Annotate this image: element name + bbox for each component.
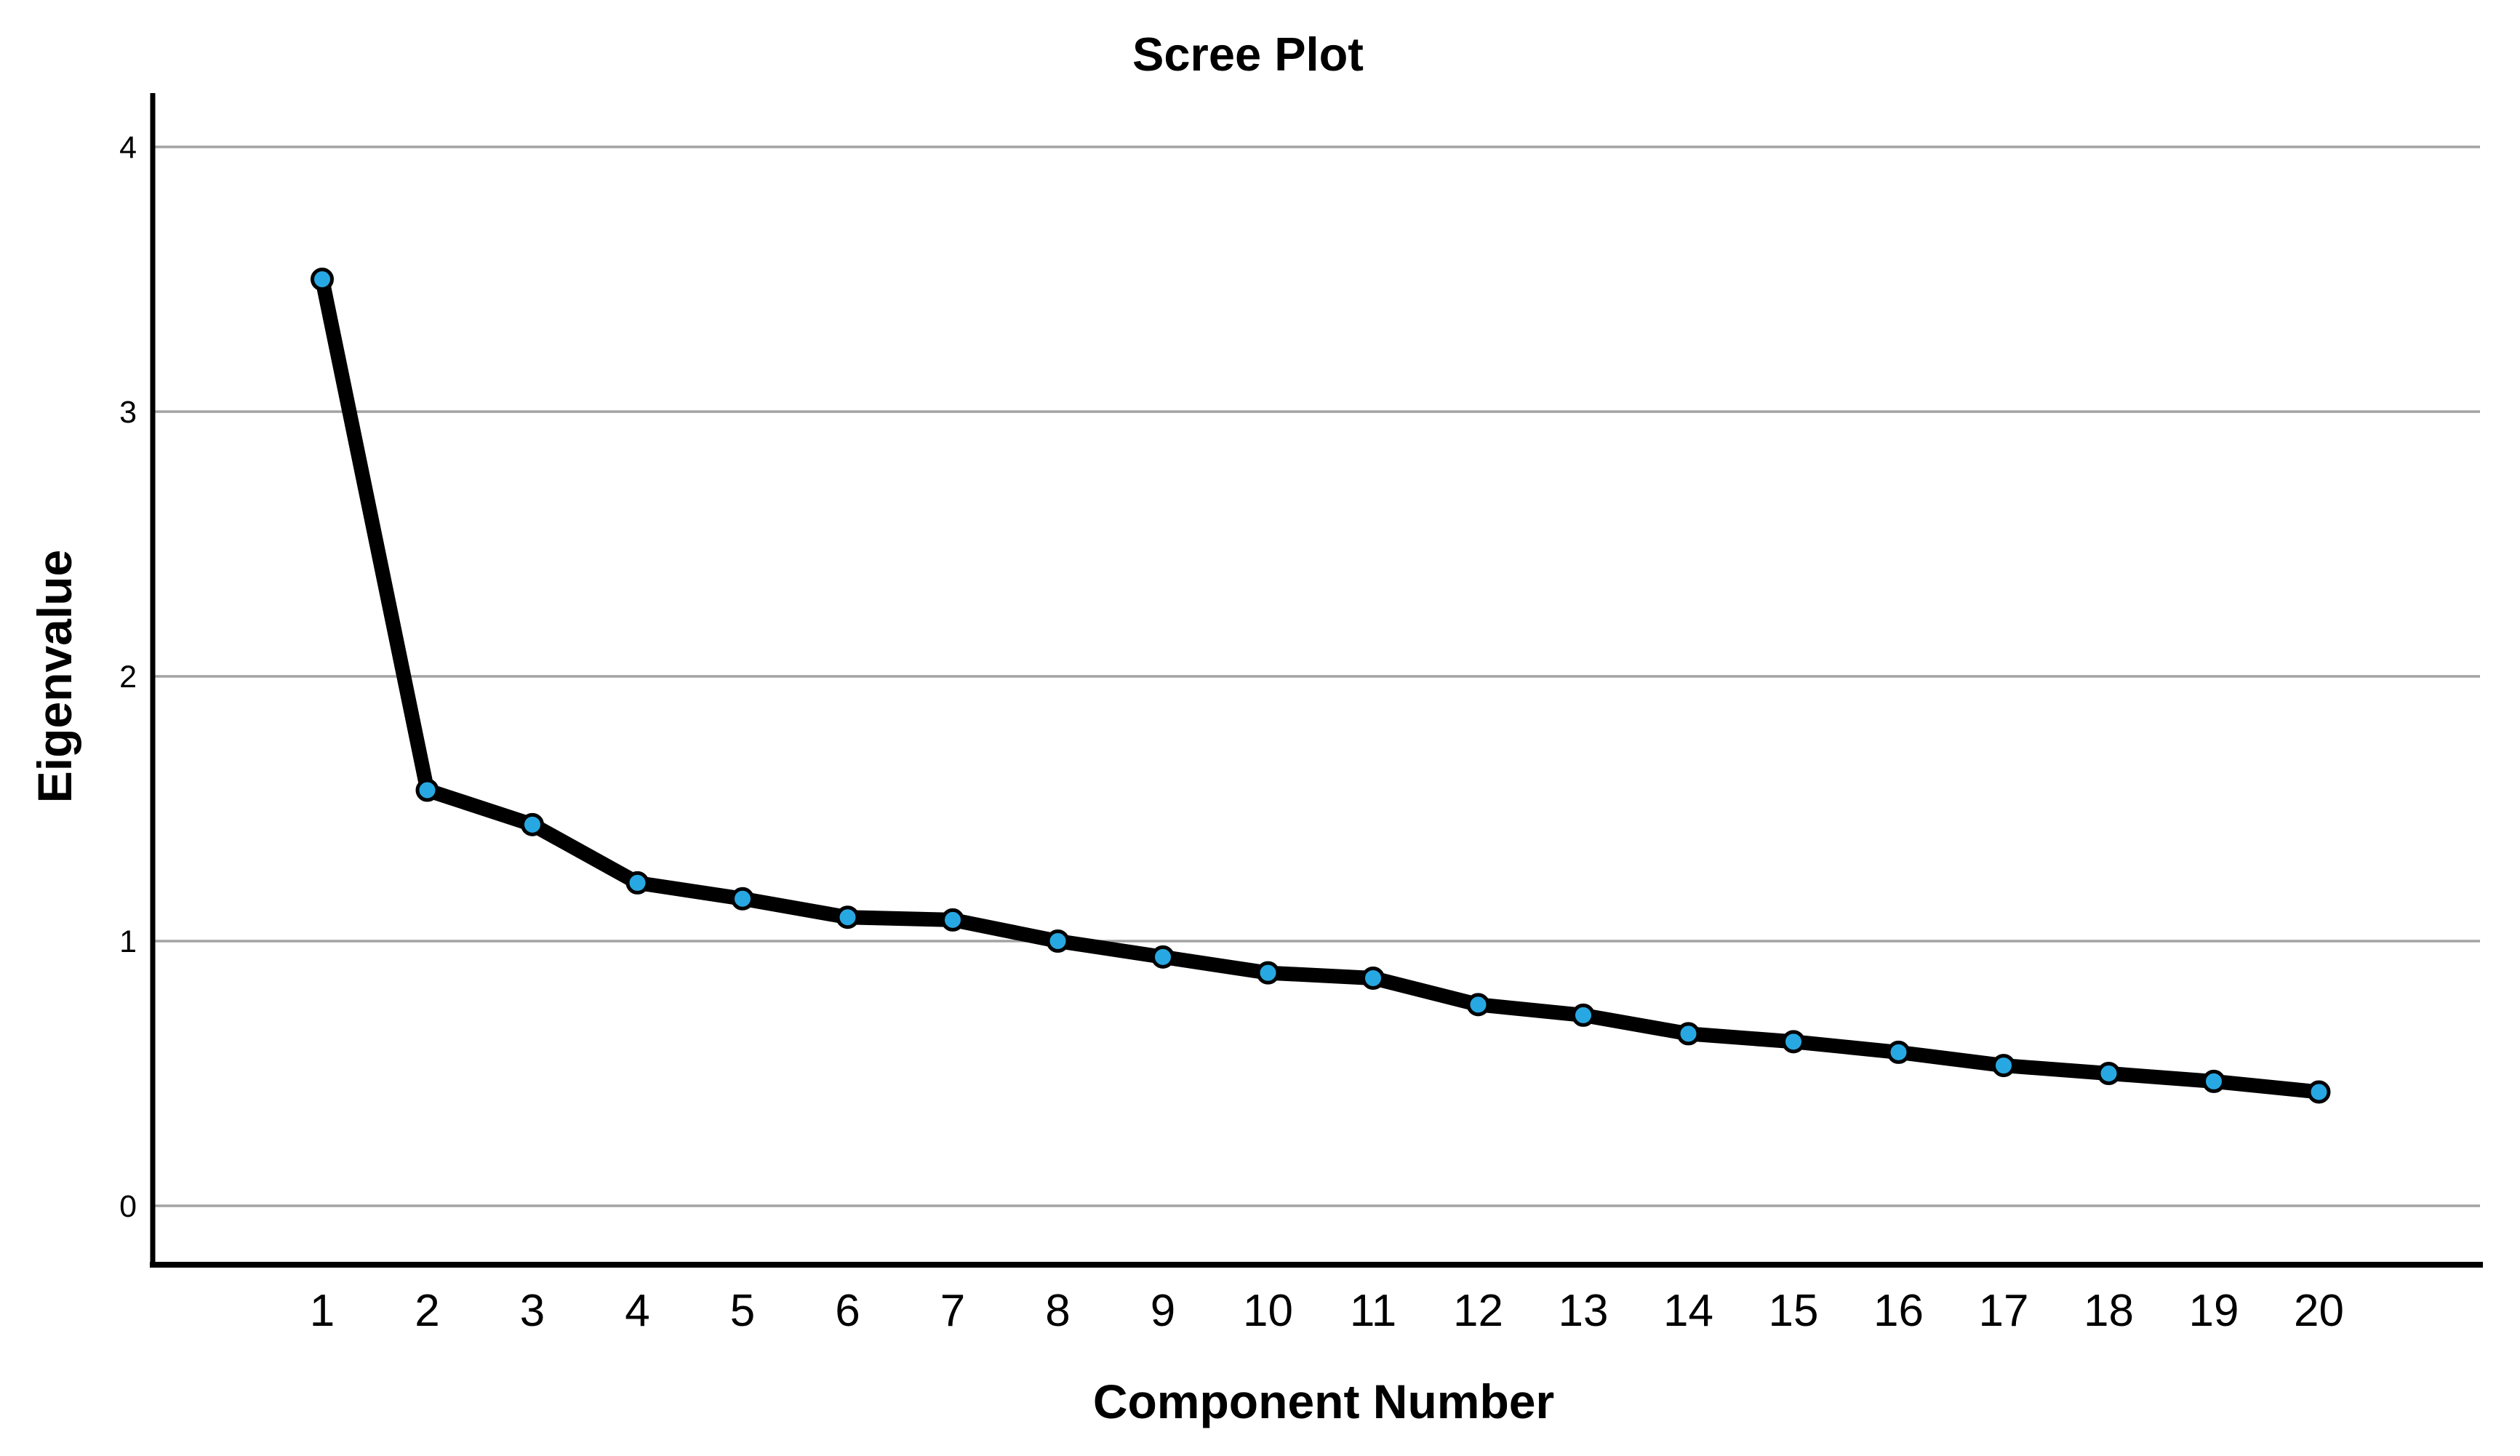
x-tick-label-3: 3 <box>520 1286 545 1336</box>
data-point-3 <box>521 812 544 836</box>
data-point-6 <box>836 905 860 929</box>
data-point-12 <box>1466 993 1490 1017</box>
x-tick-label-16: 16 <box>1873 1286 1924 1336</box>
x-tick-label-10: 10 <box>1243 1286 1293 1336</box>
data-point-13 <box>1572 1003 1595 1027</box>
x-tick-label-5: 5 <box>730 1286 755 1336</box>
data-point-17 <box>1992 1054 2015 1078</box>
y-tick-label-3: 3 <box>119 395 137 430</box>
y-tick-label-4: 4 <box>119 130 137 165</box>
data-point-15 <box>1782 1030 1805 1054</box>
chart-title: Scree Plot <box>1132 28 1364 81</box>
data-point-16 <box>1887 1040 1911 1064</box>
y-tick-labels-group: 0 1 2 3 4 <box>119 130 137 1224</box>
data-point-9 <box>1151 945 1175 969</box>
data-point-8 <box>1046 929 1070 953</box>
data-point-19 <box>2202 1069 2225 1093</box>
y-axis-title: Eigenvalue <box>28 550 81 803</box>
data-point-2 <box>415 778 439 802</box>
data-point-5 <box>731 887 754 911</box>
x-axis-title: Component Number <box>1093 1375 1554 1428</box>
x-tick-label-11: 11 <box>1350 1286 1396 1336</box>
x-tick-label-8: 8 <box>1045 1286 1070 1336</box>
x-tick-label-20: 20 <box>2294 1286 2344 1336</box>
x-tick-label-12: 12 <box>1453 1286 1503 1336</box>
y-tick-label-1: 1 <box>119 924 137 959</box>
x-tick-label-4: 4 <box>625 1286 649 1336</box>
x-tick-label-2: 2 <box>415 1286 439 1336</box>
x-tick-label-7: 7 <box>940 1286 965 1336</box>
x-tick-label-15: 15 <box>1769 1286 1819 1336</box>
data-point-10 <box>1256 961 1280 985</box>
x-tick-label-6: 6 <box>835 1286 860 1336</box>
data-point-7 <box>941 908 964 932</box>
x-tick-label-9: 9 <box>1151 1286 1175 1336</box>
data-point-11 <box>1361 966 1385 990</box>
data-point-1 <box>311 268 334 291</box>
data-point-4 <box>625 871 649 895</box>
x-tick-label-13: 13 <box>1559 1286 1609 1336</box>
eigenvalue-series <box>311 268 2331 1104</box>
data-point-14 <box>1676 1022 1700 1046</box>
scree-line <box>315 277 2320 1100</box>
data-point-20 <box>2307 1080 2331 1104</box>
x-tick-label-14: 14 <box>1663 1286 1713 1336</box>
x-tick-label-1: 1 <box>310 1286 335 1336</box>
x-tick-labels-group: 1 2 3 4 5 6 7 8 9 10 11 12 13 14 15 16 17 18 19 20 <box>310 1286 2344 1336</box>
data-point-18 <box>2097 1062 2121 1085</box>
gridlines-group <box>155 145 2480 1207</box>
x-tick-label-18: 18 <box>2084 1286 2134 1336</box>
x-tick-label-17: 17 <box>1979 1286 2029 1336</box>
x-tick-label-19: 19 <box>2189 1286 2239 1336</box>
y-tick-label-2: 2 <box>119 660 137 695</box>
y-tick-label-0: 0 <box>119 1189 137 1224</box>
